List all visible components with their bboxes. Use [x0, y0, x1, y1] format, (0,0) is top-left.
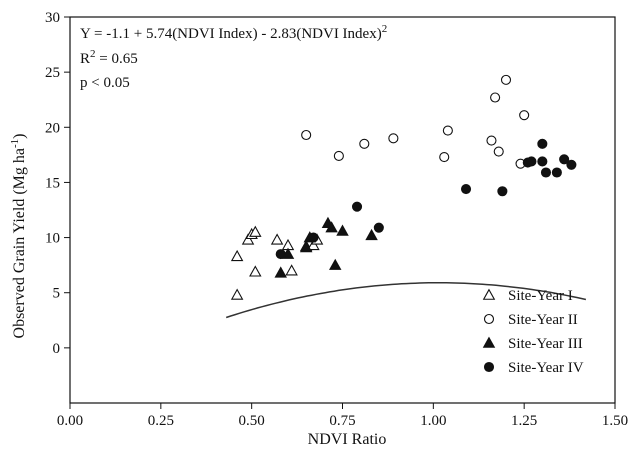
data-point	[526, 156, 537, 167]
data-point	[490, 92, 501, 103]
y-tick-label: 30	[45, 10, 60, 26]
r-squared-prefix: R	[80, 51, 90, 67]
y-axis-title-close: )	[11, 134, 28, 139]
data-point	[336, 224, 349, 236]
data-point	[308, 232, 319, 243]
data-point	[373, 222, 384, 233]
r-squared-value: = 0.65	[96, 51, 138, 67]
legend-label: Site-Year II	[508, 312, 578, 328]
data-point	[230, 249, 244, 262]
data-points-layer	[230, 74, 577, 300]
data-point	[301, 129, 312, 141]
legend-item: Site-Year I	[482, 288, 573, 304]
data-point	[230, 288, 244, 300]
data-point	[486, 135, 497, 146]
x-tick-label: 1.25	[511, 413, 537, 429]
y-axis-title-main: Observed Grain Yield (Mg ha	[11, 148, 28, 338]
data-point	[328, 258, 342, 270]
data-point	[274, 266, 287, 278]
data-point	[500, 74, 512, 85]
legend-marker	[482, 336, 496, 348]
data-point	[460, 183, 472, 195]
equation-text: Y = -1.1 + 5.74(NDVI Index) - 2.83(NDVI …	[80, 26, 382, 42]
data-point	[537, 138, 548, 149]
legend-marker	[483, 361, 495, 373]
data-point	[540, 167, 552, 178]
x-tick-label: 0.00	[57, 413, 83, 429]
y-tick-label: 0	[53, 341, 61, 357]
y-axis: 0 5 10 15 20 25 30	[45, 10, 70, 357]
data-point	[249, 225, 262, 237]
data-point	[497, 186, 508, 197]
x-tick-label: 1.50	[602, 413, 628, 429]
y-tick-label: 5	[53, 286, 61, 302]
p-value-label: p < 0.05	[80, 75, 130, 91]
data-point	[559, 154, 570, 165]
equation-exponent: 2	[382, 23, 388, 35]
x-tick-label: 0.50	[239, 413, 265, 429]
data-point	[325, 221, 338, 233]
data-point	[551, 167, 562, 178]
series-2	[301, 74, 530, 169]
legend-item: Site-Year II	[483, 312, 578, 328]
x-tick-label: 0.25	[148, 413, 174, 429]
data-point	[241, 233, 255, 245]
data-point	[249, 265, 262, 277]
legend-marker	[483, 313, 495, 325]
data-point	[537, 156, 548, 167]
x-tick-label: 1.00	[420, 413, 446, 429]
legend-label: Site-Year IV	[508, 360, 584, 376]
y-axis-title-exponent: -1	[9, 139, 21, 148]
y-tick-label: 20	[45, 120, 60, 136]
data-point	[275, 249, 286, 260]
data-point	[270, 233, 284, 245]
data-point	[365, 228, 378, 241]
legend-label: Site-Year I	[508, 288, 573, 304]
y-tick-label: 10	[45, 231, 60, 247]
data-point	[333, 150, 344, 162]
y-tick-label: 15	[45, 175, 60, 191]
data-point	[359, 138, 370, 149]
fit-curve-layer	[225, 282, 587, 319]
fit-curve	[225, 282, 587, 319]
data-point	[566, 159, 577, 170]
x-axis: 0.00 0.25 0.50 0.75 1.00 1.25 1.50	[57, 403, 628, 429]
legend-label: Site-Year III	[508, 336, 583, 352]
legend-item: Site-Year III	[482, 336, 583, 352]
data-point	[307, 238, 320, 251]
data-point	[493, 146, 504, 157]
x-axis-title: NDVI Ratio	[308, 431, 387, 448]
data-point	[442, 125, 453, 136]
data-point	[388, 133, 399, 144]
regression-equation: Y = -1.1 + 5.74(NDVI Index) - 2.83(NDVI …	[80, 23, 387, 42]
y-tick-label: 25	[45, 65, 60, 81]
legend-marker	[482, 288, 496, 300]
x-tick-label: 0.75	[329, 413, 355, 429]
data-point	[519, 110, 530, 121]
y-axis-title: Observed Grain Yield (Mg ha-1)	[9, 134, 28, 339]
r-squared-exponent: 2	[90, 48, 96, 60]
legend: Site-Year I Site-Year II Site-Year III Site…	[482, 288, 584, 376]
data-point	[285, 264, 298, 276]
data-point	[439, 152, 450, 163]
series-4	[275, 138, 577, 260]
r-squared-label: R2 = 0.65	[80, 48, 138, 67]
legend-item: Site-Year IV	[483, 360, 584, 376]
data-point	[299, 241, 313, 253]
data-point	[351, 201, 363, 212]
